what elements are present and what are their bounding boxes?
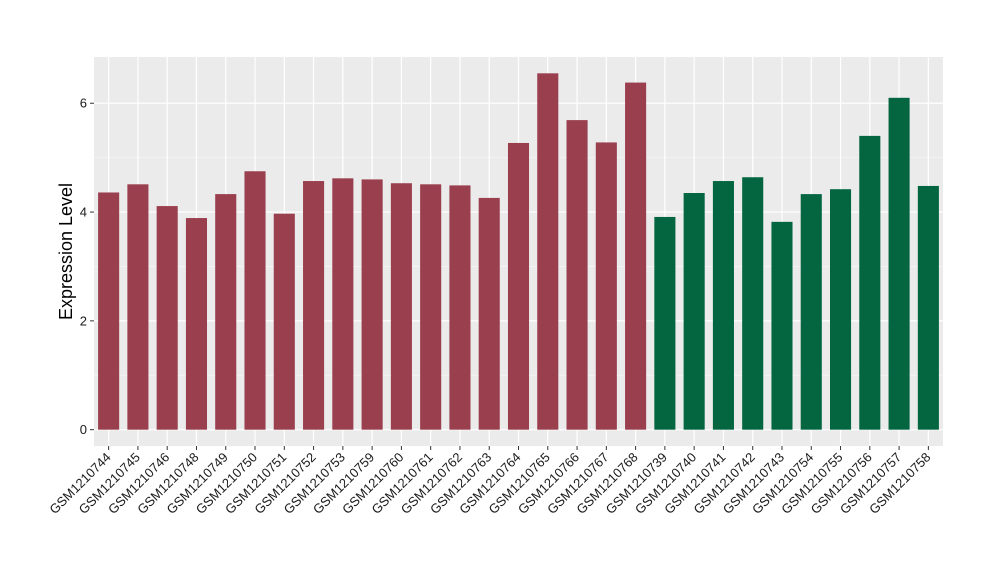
x-axis: GSM1210744GSM1210745GSM1210746GSM1210748… (46, 446, 933, 517)
bar-GSM1210754 (800, 194, 822, 430)
bar-GSM1210753 (332, 178, 354, 430)
bar-GSM1210755 (829, 189, 852, 430)
bar-GSM1210752 (303, 181, 325, 430)
bar-GSM1210768 (625, 82, 647, 430)
y-tick-label: 6 (80, 96, 87, 111)
bar-GSM1210742 (742, 177, 764, 430)
bar-GSM1210766 (566, 120, 588, 430)
bar-GSM1210741 (712, 181, 734, 430)
bar-GSM1210739 (654, 216, 676, 430)
bar-GSM1210759 (361, 179, 383, 430)
y-axis-title: Expression Level (56, 183, 76, 320)
bar-GSM1210761 (420, 184, 442, 430)
y-tick-label: 4 (80, 205, 87, 220)
bar-GSM1210746 (156, 206, 178, 430)
bar-GSM1210748 (185, 218, 208, 430)
bar-GSM1210751 (273, 213, 295, 430)
bar-GSM1210758 (917, 185, 939, 430)
bars (98, 73, 939, 430)
bar-GSM1210760 (390, 183, 412, 430)
bar-GSM1210764 (507, 142, 530, 430)
bar-GSM1210740 (683, 193, 705, 430)
y-axis: 0 2 4 6 (80, 96, 94, 437)
bar-GSM1210763 (478, 197, 500, 430)
y-tick-label: 2 (80, 313, 87, 328)
bar-GSM1210767 (595, 142, 617, 430)
bar-GSM1210743 (771, 221, 793, 430)
bar-GSM1210756 (859, 135, 881, 430)
bar-GSM1210762 (449, 185, 471, 430)
bar-GSM1210744 (98, 192, 120, 430)
y-tick-label: 0 (80, 422, 87, 437)
bar-GSM1210757 (888, 97, 910, 430)
bar-GSM1210745 (127, 184, 149, 430)
bar-GSM1210750 (244, 171, 266, 430)
bar-GSM1210749 (215, 194, 237, 430)
bar-GSM1210765 (537, 73, 559, 430)
